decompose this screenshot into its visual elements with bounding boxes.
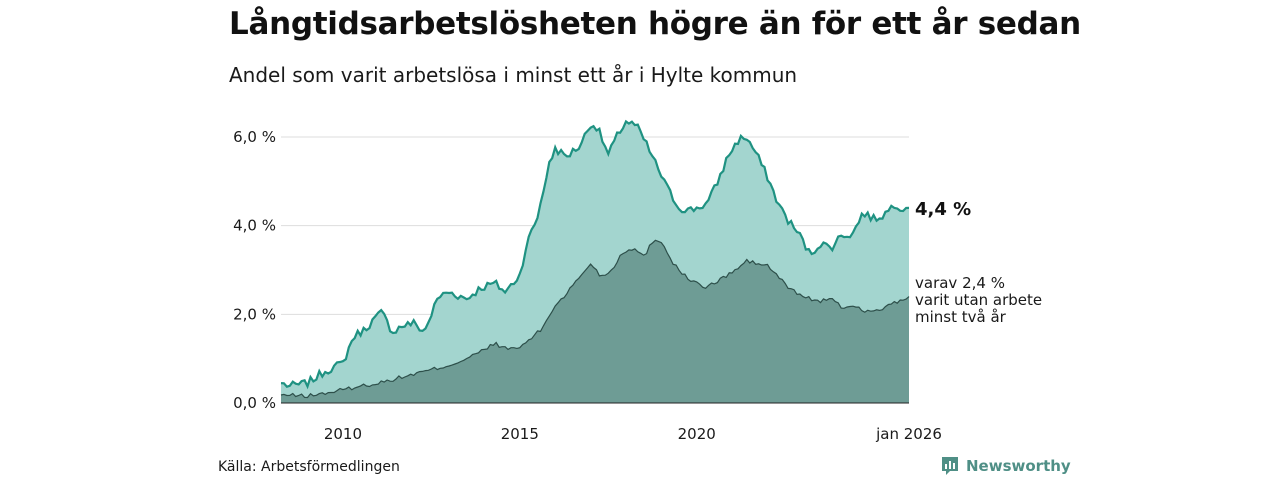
y-tick-label: 2,0 % [233, 305, 276, 323]
brand-logo: Newsworthy [940, 455, 1071, 477]
series-line-total [280, 119, 910, 390]
chart-title: Långtidsarbetslösheten högre än för ett … [229, 6, 1081, 42]
y-tick-label: 6,0 % [233, 128, 276, 146]
y-tick-label: 4,0 % [233, 217, 276, 235]
x-tick-label: 2015 [501, 425, 539, 443]
x-tick-label: jan 2026 [875, 425, 942, 443]
x-tick-label: 2020 [678, 425, 716, 443]
newsworthy-logo-icon [942, 457, 958, 475]
series-area-two-years [281, 240, 909, 403]
data-label-two-years: varit utan arbete [915, 291, 1042, 309]
y-tick-label: 0,0 % [233, 394, 276, 412]
brand-name: Newsworthy [966, 457, 1071, 475]
chart-subtitle: Andel som varit arbetslösa i minst ett å… [229, 63, 798, 87]
data-label-two-years: varav 2,4 % [915, 274, 1005, 292]
source-note: Källa: Arbetsförmedlingen [218, 459, 400, 475]
x-tick-label: 2010 [324, 425, 362, 443]
chart-areas [280, 119, 910, 403]
data-label-two-years: minst två år [915, 308, 1007, 326]
series-line-two-years [280, 239, 910, 399]
axes: 0,0 % 2,0 % 4,0 % 6,0 % 2010 2015 2020 jan 2026 [233, 128, 942, 443]
data-label-total: 4,4 % [915, 199, 971, 220]
